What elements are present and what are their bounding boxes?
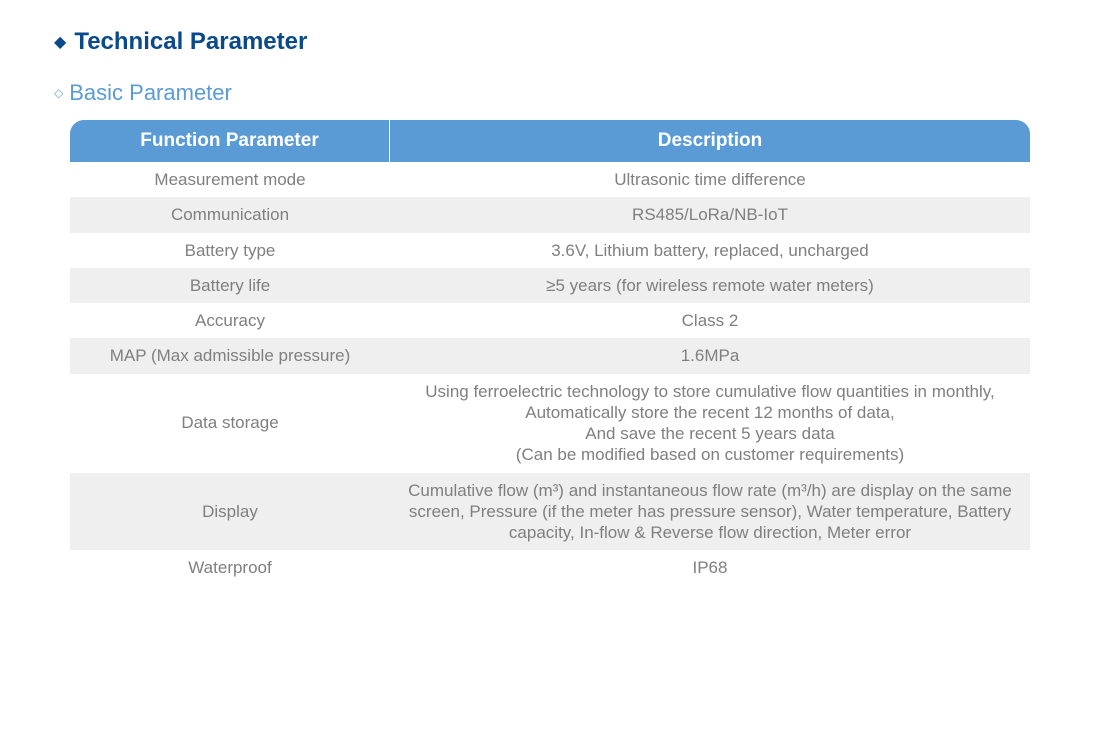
- table-row: AccuracyClass 2: [70, 303, 1030, 338]
- table-header-col1: Function Parameter: [70, 120, 390, 162]
- table-cell-param: Battery life: [70, 268, 390, 303]
- diamond-filled-icon: ◆: [54, 32, 66, 52]
- table-cell-param: Communication: [70, 197, 390, 232]
- table-header-col2: Description: [390, 120, 1030, 162]
- table-cell-param: Accuracy: [70, 303, 390, 338]
- subsection-title: ◇ Basic Parameter: [54, 80, 1046, 106]
- table-cell-desc: Cumulative flow (m³) and instantaneous f…: [390, 473, 1030, 551]
- table-cell-param: Waterproof: [70, 550, 390, 585]
- table-row: Data storageUsing ferroelectric technolo…: [70, 374, 1030, 473]
- section-title-text: Technical Parameter: [74, 28, 307, 56]
- table-cell-desc: 3.6V, Lithium battery, replaced, uncharg…: [390, 233, 1030, 268]
- table-row: MAP (Max admissible pressure)1.6MPa: [70, 338, 1030, 373]
- table-cell-desc: IP68: [390, 550, 1030, 585]
- table-cell-desc: ≥5 years (for wireless remote water mete…: [390, 268, 1030, 303]
- table-cell-param: Battery type: [70, 233, 390, 268]
- table-cell-param: Display: [70, 473, 390, 551]
- table-body: Measurement modeUltrasonic time differen…: [70, 162, 1030, 586]
- table-cell-param: MAP (Max admissible pressure): [70, 338, 390, 373]
- section-title: ◆ Technical Parameter: [54, 28, 1046, 56]
- table-row: Battery type3.6V, Lithium battery, repla…: [70, 233, 1030, 268]
- parameter-table: Function Parameter Description Measureme…: [70, 120, 1030, 586]
- table-row: DisplayCumulative flow (m³) and instanta…: [70, 473, 1030, 551]
- table-cell-desc: Using ferroelectric technology to store …: [390, 374, 1030, 473]
- table-header: Function Parameter Description: [70, 120, 1030, 162]
- table-cell-desc: Ultrasonic time difference: [390, 162, 1030, 197]
- subsection-title-text: Basic Parameter: [69, 80, 232, 106]
- table-row: Battery life≥5 years (for wireless remot…: [70, 268, 1030, 303]
- table-row: Measurement modeUltrasonic time differen…: [70, 162, 1030, 197]
- table-row: CommunicationRS485/LoRa/NB-IoT: [70, 197, 1030, 232]
- table-cell-desc: RS485/LoRa/NB-IoT: [390, 197, 1030, 232]
- table-cell-desc: 1.6MPa: [390, 338, 1030, 373]
- diamond-outline-icon: ◇: [54, 86, 63, 100]
- table-cell-param: Measurement mode: [70, 162, 390, 197]
- table-cell-desc: Class 2: [390, 303, 1030, 338]
- table-row: WaterproofIP68: [70, 550, 1030, 585]
- table-cell-param: Data storage: [70, 374, 390, 473]
